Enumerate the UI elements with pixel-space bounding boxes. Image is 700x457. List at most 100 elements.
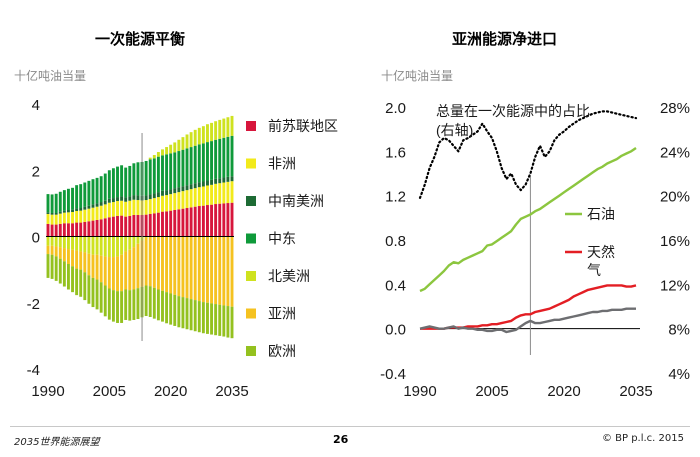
bar-segment — [46, 194, 50, 213]
bar-segment — [103, 173, 107, 201]
bar-segment — [201, 302, 205, 334]
bar-segment — [71, 249, 74, 267]
bar-segment — [185, 298, 189, 330]
bar-segment — [107, 288, 111, 320]
y2-tick-label: 4% — [668, 366, 690, 383]
bar-segment — [152, 193, 156, 199]
bar-segment — [230, 202, 234, 237]
bar-segment — [75, 268, 79, 296]
bar-segment — [177, 192, 181, 210]
bar-segment — [87, 236, 91, 254]
bar-segment — [177, 187, 181, 193]
bar-segment — [173, 152, 177, 189]
bar-segment — [87, 275, 91, 304]
bar-segment — [201, 126, 205, 144]
bar-segment — [91, 254, 95, 278]
bar-segment — [226, 117, 230, 137]
bar-segment — [210, 184, 214, 205]
bar-segment — [79, 208, 83, 211]
bar-segment — [165, 195, 169, 212]
bar-segment — [128, 200, 132, 216]
bar-segment — [210, 236, 214, 304]
bar-segment — [111, 236, 115, 258]
bar-segment — [66, 210, 70, 213]
bar-segment — [62, 223, 66, 237]
x-tick-label: 2005 — [93, 383, 126, 400]
share-annotation-axis: (右轴) — [436, 122, 473, 138]
bar-segment — [161, 236, 164, 291]
bar-segment — [116, 197, 119, 202]
bar-segment — [91, 204, 95, 208]
bar-segment — [124, 289, 128, 320]
bar-segment — [58, 223, 62, 237]
bar-segment — [185, 190, 189, 209]
bar-segment — [46, 212, 50, 214]
bar-segment — [71, 236, 74, 250]
x-tick-label: 1990 — [31, 383, 64, 400]
bar-segment — [193, 145, 197, 184]
bar-segment — [169, 189, 173, 195]
bar-segment — [161, 190, 164, 196]
bar-segment — [79, 269, 83, 297]
y-tick-label: 0 — [32, 230, 40, 247]
bar-segment — [58, 247, 62, 259]
bar-segment — [189, 236, 193, 300]
bar-segment — [95, 206, 99, 220]
bar-segment — [222, 137, 226, 178]
bar-segment — [83, 182, 87, 207]
bar-segment — [222, 118, 226, 138]
bar-segment — [197, 236, 201, 302]
y-tick-label: 0.8 — [385, 233, 406, 250]
bar-segment — [71, 211, 74, 224]
bar-segment — [54, 246, 58, 257]
y-tick-label: 2 — [32, 163, 40, 180]
bar-segment — [197, 144, 201, 183]
bar-segment — [222, 305, 226, 337]
bar-segment — [156, 212, 160, 237]
bar-segment — [169, 194, 173, 211]
bar-segment — [193, 188, 197, 207]
bar-segment — [156, 192, 160, 198]
bar-segment — [54, 193, 58, 213]
bar-segment — [91, 277, 95, 308]
bar-segment — [161, 290, 164, 322]
legend-label: 前苏联地区 — [268, 118, 338, 134]
legend-swatch — [246, 121, 256, 131]
bar-segment — [62, 190, 66, 211]
bar-segment — [95, 279, 99, 310]
bar-segment — [173, 294, 177, 326]
bar-segment — [206, 142, 209, 181]
bar-segment — [58, 236, 62, 248]
bar-segment — [169, 144, 173, 154]
bar-segment — [95, 219, 99, 237]
y2-tick-label: 16% — [660, 233, 690, 250]
bar-segment — [165, 236, 169, 293]
bar-segment — [144, 237, 148, 286]
y2-tick-label: 20% — [660, 189, 690, 206]
bar-segment — [66, 249, 70, 264]
bar-segment — [206, 180, 209, 186]
bar-segment — [161, 211, 164, 237]
bar-segment — [91, 236, 95, 255]
bar-segment — [181, 236, 185, 298]
bar-segment — [46, 254, 50, 278]
bar-segment — [161, 149, 164, 156]
bar-segment — [116, 201, 119, 216]
y-tick-label: 4 — [32, 97, 40, 114]
bar-segment — [136, 162, 140, 196]
bar-segment — [226, 136, 230, 177]
bar-segment — [148, 286, 152, 317]
bar-segment — [169, 293, 173, 325]
bar-segment — [165, 147, 169, 155]
bar-segment — [136, 243, 140, 289]
bar-segment — [144, 160, 148, 196]
x-tick-label: 2020 — [154, 383, 187, 400]
legend-swatch — [246, 158, 256, 169]
bar-segment — [201, 181, 205, 187]
y-tick-label: 0.4 — [385, 277, 406, 294]
bar-segment — [75, 250, 79, 269]
bar-segment — [99, 205, 103, 220]
bar-segment — [62, 210, 66, 213]
bar-segment — [152, 236, 156, 288]
bar-segment — [83, 206, 87, 210]
